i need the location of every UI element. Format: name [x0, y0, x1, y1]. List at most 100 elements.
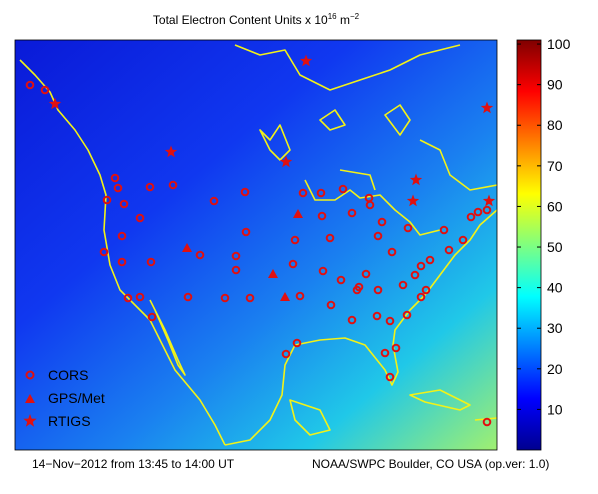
cors-station [377, 217, 387, 227]
cors-station [231, 251, 241, 261]
cors-station [326, 300, 336, 310]
cors-station [325, 233, 335, 243]
cors-station [354, 282, 364, 292]
cors-station [373, 231, 383, 241]
cors-station [347, 208, 357, 218]
cors-station [482, 205, 492, 215]
rtigs-station [406, 194, 420, 207]
cors-station [123, 293, 133, 303]
cors-station [117, 257, 127, 267]
cors-station [135, 292, 145, 302]
legend: CORS GPS/Met RTIGS [23, 367, 105, 429]
cors-station [380, 348, 390, 358]
coastlines [19, 44, 497, 446]
cors-station [195, 250, 205, 260]
cors-station [365, 200, 375, 210]
cors-station [466, 212, 476, 222]
cors-station [372, 311, 382, 321]
cors-station [231, 265, 241, 275]
cors-station [425, 255, 435, 265]
cors-station [373, 285, 383, 295]
cors-station [403, 223, 413, 233]
rtigs-station [164, 145, 178, 158]
cors-station [183, 292, 193, 302]
cors-station [135, 213, 145, 223]
cors-station [117, 231, 127, 241]
colorbar-tick-label: 80 [547, 117, 563, 133]
cors-station [220, 293, 230, 303]
cors-station [295, 291, 305, 301]
cors-station [102, 195, 112, 205]
colorbar-ticks: 10 20 30 40 50 60 70 80 90 100 [517, 36, 571, 417]
cors-station [110, 173, 120, 183]
legend-rtigs-symbol [23, 414, 37, 427]
cors-station [147, 312, 157, 322]
colorbar-tick-label: 60 [547, 198, 563, 214]
map-area [15, 40, 497, 450]
cors-station [416, 292, 426, 302]
cors-station [281, 349, 291, 359]
cors-station [473, 207, 483, 217]
colorbar-tick-label: 70 [547, 158, 563, 174]
rtigs-station [409, 173, 423, 186]
map-frame [14, 39, 498, 451]
rtigs-station [482, 194, 496, 207]
cors-station [298, 188, 308, 198]
cors-station [290, 235, 300, 245]
colorbar [516, 39, 542, 451]
legend-label: CORS [48, 367, 88, 383]
legend-label: RTIGS [48, 413, 91, 429]
cors-station [168, 180, 178, 190]
colorbar-tick-label: 50 [547, 239, 563, 255]
cors-station [410, 270, 420, 280]
cors-station [444, 245, 454, 255]
cors-station [361, 269, 371, 279]
rtigs-station [480, 101, 494, 114]
tec-field [15, 40, 497, 450]
cors-station [113, 183, 123, 193]
cors-station [316, 188, 326, 198]
cors-station [146, 257, 156, 267]
colorbar-tick-label: 10 [547, 401, 563, 417]
cors-station [385, 316, 395, 326]
cors-station [439, 225, 449, 235]
rtigs-station [279, 155, 293, 168]
cors-station [119, 199, 129, 209]
footer-left: 14−Nov−2012 from 13:45 to 14:00 UT [32, 457, 235, 471]
footer-right: NOAA/SWPC Boulder, CO USA (op.ver: 1.0) [312, 457, 549, 471]
colorbar-tick-label: 90 [547, 77, 563, 93]
gpsmet-station [280, 292, 290, 301]
cors-station [387, 247, 397, 257]
map-title: Total Electron Content Units x 1016 m−2 [153, 12, 360, 27]
cors-station [209, 196, 219, 206]
cors-station [458, 235, 468, 245]
rtigs-station [299, 54, 313, 67]
colorbar-tick-label: 20 [547, 361, 563, 377]
rtigs-station [48, 97, 62, 110]
cors-station [336, 275, 346, 285]
cors-station [245, 293, 255, 303]
cors-station [421, 285, 431, 295]
cors-station [292, 338, 302, 348]
cors-station [25, 80, 35, 90]
colorbar-tick-label: 40 [547, 280, 563, 296]
legend-gpsmet-symbol [25, 394, 35, 403]
cors-station [318, 266, 328, 276]
cors-station [416, 261, 426, 271]
cors-station [402, 310, 412, 320]
legend-cors-symbol [25, 370, 35, 380]
cors-station [145, 182, 155, 192]
cors-station [241, 227, 251, 237]
gpsmet-station [268, 269, 278, 278]
cors-station [391, 343, 401, 353]
cors-station [240, 187, 250, 197]
colorbar-tick-label: 100 [547, 36, 571, 52]
cors-station [317, 211, 327, 221]
legend-label: GPS/Met [48, 390, 105, 406]
cors-station [288, 259, 298, 269]
stations [25, 54, 496, 427]
cors-station [385, 372, 395, 382]
cors-station [482, 417, 492, 427]
cors-station [338, 184, 348, 194]
